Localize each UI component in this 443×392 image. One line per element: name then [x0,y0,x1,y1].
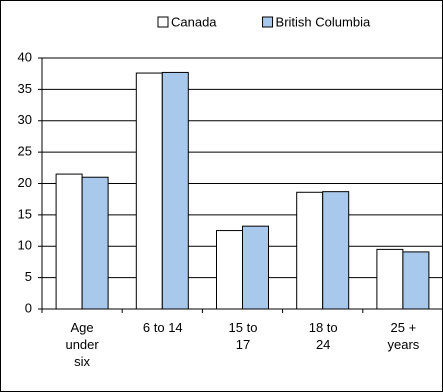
bar [322,191,350,310]
legend-label: Canada [171,14,217,29]
y-tick-label: 35 [18,81,32,96]
x-tick-label: 18 to 24 [308,320,338,352]
bar [161,71,189,310]
bar [242,225,269,310]
y-tick-label: 15 [18,206,32,221]
bar [376,248,404,310]
x-tick-label: 6 to 14 [142,320,183,335]
x-tick-label: 25 + years [387,320,420,352]
y-tick-label: 20 [18,175,32,190]
legend-swatch [157,16,169,28]
y-tick-label: 0 [25,300,32,315]
bar [216,230,243,310]
bar [402,251,430,310]
y-tick-label: 40 [18,49,32,64]
bar [296,191,324,310]
legend-label: British Columbia [276,14,371,29]
y-tick-label: 5 [25,269,32,284]
legend-swatch [262,16,274,28]
bar [81,176,109,310]
y-tick-label: 25 [18,144,32,159]
bar [135,72,163,310]
bar [55,173,83,310]
y-tick-label: 30 [18,112,32,127]
x-tick-label: Age under six [65,320,99,369]
y-tick-label: 10 [18,238,32,253]
x-tick-label: 15 to 17 [228,320,258,352]
